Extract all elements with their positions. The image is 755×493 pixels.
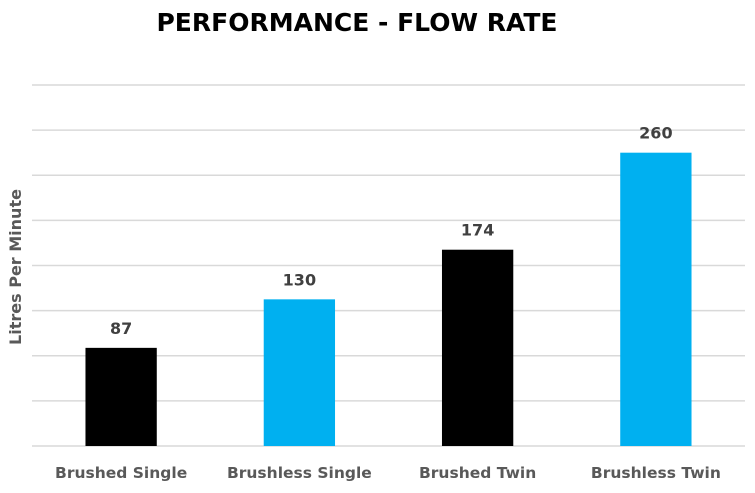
x-tick-label-1: Brushless Single (227, 464, 372, 482)
data-labels: 87 130 174 260 (110, 124, 673, 338)
x-tick-label-2: Brushed Twin (419, 464, 536, 482)
data-label-2: 174 (461, 221, 494, 240)
x-tick-label-0: Brushed Single (55, 464, 187, 482)
data-label-3: 260 (639, 124, 672, 143)
x-axis-tick-labels: Brushed Single Brushless Single Brushed Tw… (55, 464, 721, 482)
bar-3 (620, 152, 692, 446)
y-axis-label: Litres Per Minute (6, 189, 25, 345)
chart-title: PERFORMANCE - FLOW RATE (156, 8, 557, 37)
bars (85, 152, 692, 446)
x-tick-label-3: Brushless Twin (591, 464, 721, 482)
bar-2 (441, 249, 514, 446)
bar-1 (263, 299, 336, 446)
bar-0 (85, 347, 157, 446)
data-label-1: 130 (283, 270, 316, 289)
data-label-0: 87 (110, 319, 132, 338)
